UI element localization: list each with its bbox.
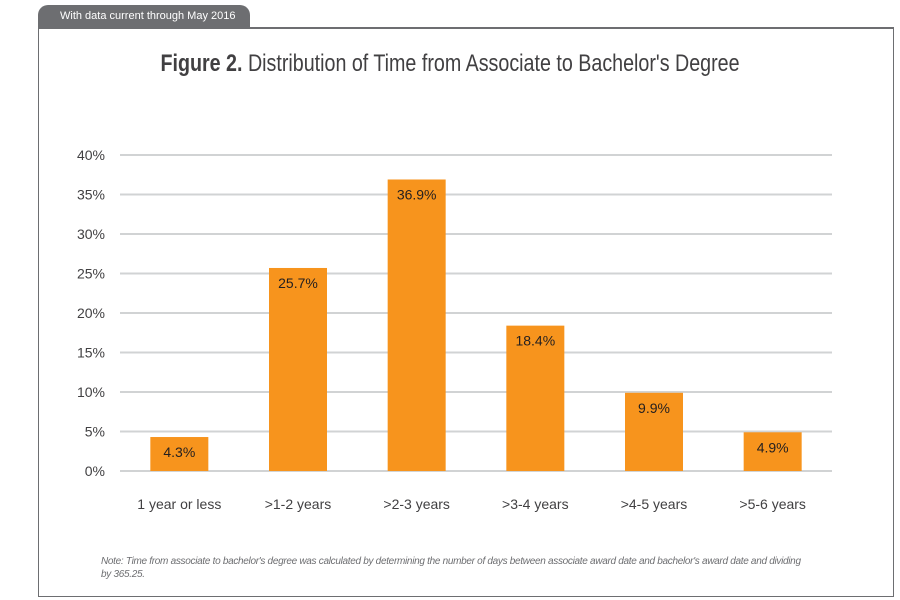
y-tick-label: 5% (85, 424, 105, 440)
chart-title: Figure 2. Distribution of Time from Asso… (81, 50, 819, 78)
data-label: 4.9% (757, 439, 789, 455)
data-label: 25.7% (278, 275, 318, 291)
y-tick-label: 25% (77, 266, 105, 282)
x-tick-label: 1 year or less (137, 496, 221, 512)
figure-frame (38, 27, 894, 597)
data-currency-tab: With data current through May 2016 (38, 5, 250, 27)
y-tick-label: 10% (77, 384, 105, 400)
data-label: 4.3% (163, 444, 195, 460)
x-tick-label: >1-2 years (265, 496, 332, 512)
y-tick-label: 0% (85, 463, 105, 479)
bar (506, 325, 565, 471)
footnote: Note: Time from associate to bachelor's … (101, 556, 801, 580)
bar (625, 392, 683, 471)
bar (387, 179, 446, 472)
y-tick-label: 35% (77, 187, 105, 203)
figure-number: Figure 2. (160, 50, 243, 77)
y-tick-label: 20% (77, 305, 105, 321)
bar (269, 267, 327, 471)
x-tick-label: >4-5 years (621, 496, 688, 512)
x-tick-label: >5-6 years (739, 496, 806, 512)
bar (743, 432, 802, 471)
x-tick-label: >3-4 years (502, 496, 569, 512)
y-tick-label: 40% (77, 147, 105, 163)
figure-title: Distribution of Time from Associate to B… (247, 50, 740, 77)
y-tick-label: 30% (77, 226, 105, 242)
data-label: 36.9% (397, 186, 437, 202)
data-label: 18.4% (515, 333, 555, 349)
bar (150, 437, 209, 471)
data-label: 9.9% (638, 400, 670, 416)
y-tick-label: 15% (77, 345, 105, 361)
x-tick-label: >2-3 years (383, 496, 450, 512)
